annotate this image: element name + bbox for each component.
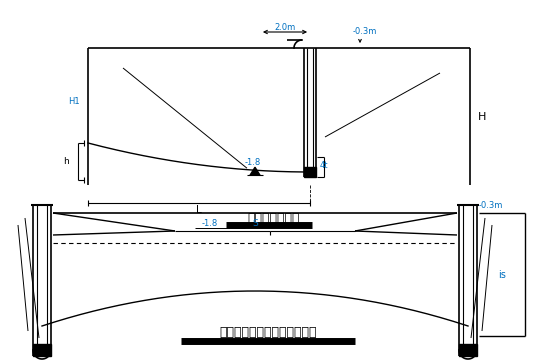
Bar bbox=[459, 344, 477, 356]
Text: is: is bbox=[498, 269, 506, 279]
Text: -1.8: -1.8 bbox=[245, 158, 261, 167]
Text: -1.8: -1.8 bbox=[202, 219, 218, 227]
Bar bbox=[33, 344, 51, 356]
Text: H1: H1 bbox=[68, 97, 80, 106]
Text: S: S bbox=[252, 219, 258, 227]
Text: 4t: 4t bbox=[320, 160, 328, 169]
Text: h: h bbox=[63, 157, 69, 166]
Text: 承压水完整井涌水量计算简图: 承压水完整井涌水量计算简图 bbox=[219, 327, 317, 340]
Text: -0.3m: -0.3m bbox=[479, 201, 503, 210]
Text: 井点管理设深度: 井点管理设深度 bbox=[248, 211, 300, 224]
Text: L: L bbox=[196, 205, 202, 215]
Polygon shape bbox=[250, 167, 260, 175]
Text: 2.0m: 2.0m bbox=[274, 22, 296, 31]
Text: H: H bbox=[478, 111, 486, 122]
Bar bbox=[304, 167, 316, 177]
Text: -0.3m: -0.3m bbox=[353, 28, 377, 37]
